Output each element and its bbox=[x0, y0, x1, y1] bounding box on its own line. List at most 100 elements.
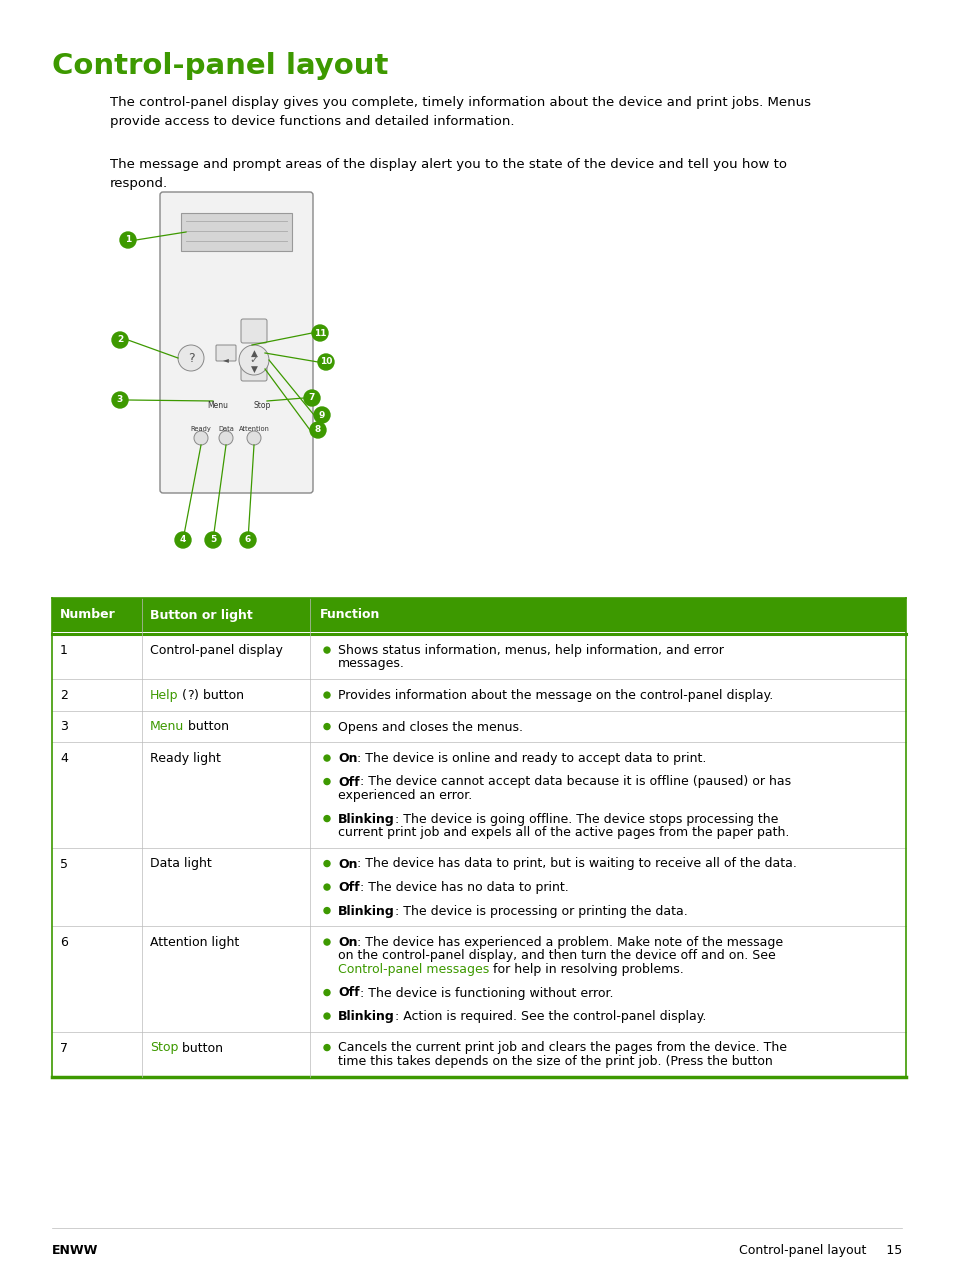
Text: 1: 1 bbox=[125, 235, 131, 245]
Text: The message and prompt areas of the display alert you to the state of the device: The message and prompt areas of the disp… bbox=[110, 157, 786, 189]
Circle shape bbox=[193, 431, 208, 444]
Ellipse shape bbox=[314, 406, 330, 423]
Text: : The device is online and ready to accept data to print.: : The device is online and ready to acce… bbox=[357, 752, 706, 765]
Text: 7: 7 bbox=[309, 394, 314, 403]
Text: Off: Off bbox=[337, 987, 359, 999]
Text: Control-panel layout: Control-panel layout bbox=[52, 52, 388, 80]
Text: Function: Function bbox=[319, 608, 380, 621]
Text: Off: Off bbox=[337, 881, 359, 894]
Text: Attention: Attention bbox=[238, 425, 269, 432]
Text: ENWW: ENWW bbox=[52, 1245, 98, 1257]
Circle shape bbox=[324, 756, 330, 761]
Text: 5: 5 bbox=[210, 536, 216, 545]
Text: (: ( bbox=[178, 690, 187, 702]
Text: : The device has no data to print.: : The device has no data to print. bbox=[359, 881, 568, 894]
Bar bbox=[52, 1031, 905, 1077]
Text: : The device is functioning without error.: : The device is functioning without erro… bbox=[359, 987, 613, 999]
Ellipse shape bbox=[112, 392, 128, 408]
Text: Provides information about the message on the control-panel display.: Provides information about the message o… bbox=[337, 690, 773, 702]
Text: On: On bbox=[337, 936, 357, 949]
Text: ▲: ▲ bbox=[251, 348, 257, 357]
Text: 3: 3 bbox=[60, 720, 68, 734]
Text: messages.: messages. bbox=[337, 658, 404, 671]
Ellipse shape bbox=[240, 532, 255, 547]
Ellipse shape bbox=[317, 354, 334, 370]
Bar bbox=[52, 679, 905, 710]
Circle shape bbox=[219, 431, 233, 444]
Text: 1: 1 bbox=[60, 644, 68, 657]
Text: Data light: Data light bbox=[150, 857, 212, 870]
Text: Data: Data bbox=[218, 425, 233, 432]
Text: 3: 3 bbox=[117, 395, 123, 405]
Text: : The device is going offline. The device stops processing the: : The device is going offline. The devic… bbox=[395, 813, 778, 826]
Text: 2: 2 bbox=[117, 335, 123, 344]
Text: : The device has data to print, but is waiting to receive all of the data.: : The device has data to print, but is w… bbox=[357, 857, 797, 870]
Text: Control-panel layout     15: Control-panel layout 15 bbox=[738, 1245, 901, 1257]
Circle shape bbox=[324, 692, 330, 699]
Circle shape bbox=[324, 724, 330, 729]
Text: ): ) bbox=[193, 690, 198, 702]
Text: On: On bbox=[337, 857, 357, 870]
Bar bbox=[52, 634, 905, 679]
Text: 6: 6 bbox=[245, 536, 251, 545]
Bar bbox=[52, 926, 905, 1031]
Ellipse shape bbox=[174, 532, 191, 547]
Text: for help in resolving problems.: for help in resolving problems. bbox=[489, 963, 683, 977]
Text: Stop: Stop bbox=[253, 401, 271, 410]
FancyBboxPatch shape bbox=[160, 192, 313, 493]
Bar bbox=[52, 710, 905, 742]
Text: button: button bbox=[198, 690, 244, 702]
Text: The control-panel display gives you complete, timely information about the devic: The control-panel display gives you comp… bbox=[110, 97, 810, 127]
Text: 4: 4 bbox=[60, 752, 68, 765]
Circle shape bbox=[324, 1044, 330, 1050]
Text: Opens and closes the menus.: Opens and closes the menus. bbox=[337, 720, 522, 734]
FancyBboxPatch shape bbox=[181, 213, 292, 251]
Ellipse shape bbox=[304, 390, 319, 406]
Text: Control-panel messages: Control-panel messages bbox=[337, 963, 489, 977]
FancyBboxPatch shape bbox=[241, 319, 267, 343]
Text: Off: Off bbox=[337, 776, 359, 789]
Circle shape bbox=[324, 908, 330, 913]
Ellipse shape bbox=[120, 232, 136, 248]
Text: Stop: Stop bbox=[150, 1041, 178, 1054]
Text: Number: Number bbox=[60, 608, 115, 621]
Text: 2: 2 bbox=[60, 690, 68, 702]
Ellipse shape bbox=[310, 422, 326, 438]
Circle shape bbox=[324, 884, 330, 890]
Circle shape bbox=[324, 779, 330, 785]
Ellipse shape bbox=[312, 325, 328, 342]
Text: Blinking: Blinking bbox=[337, 904, 395, 917]
Text: ?: ? bbox=[188, 352, 194, 364]
Text: : Action is required. See the control-panel display.: : Action is required. See the control-pa… bbox=[395, 1010, 705, 1024]
Text: 11: 11 bbox=[314, 329, 326, 338]
Text: Shows status information, menus, help information, and error: Shows status information, menus, help in… bbox=[337, 644, 723, 657]
Circle shape bbox=[247, 431, 261, 444]
Text: Cancels the current print job and clears the pages from the device. The: Cancels the current print job and clears… bbox=[337, 1041, 786, 1054]
Ellipse shape bbox=[205, 532, 221, 547]
Circle shape bbox=[324, 989, 330, 996]
Text: Button or light: Button or light bbox=[150, 608, 253, 621]
Text: Ready: Ready bbox=[191, 425, 212, 432]
Text: 8: 8 bbox=[314, 425, 321, 434]
Text: Control-panel display: Control-panel display bbox=[150, 644, 283, 657]
Text: ▼: ▼ bbox=[251, 364, 257, 373]
Text: experienced an error.: experienced an error. bbox=[337, 789, 472, 801]
Text: : The device has experienced a problem. Make note of the message: : The device has experienced a problem. … bbox=[357, 936, 782, 949]
Text: button: button bbox=[178, 1041, 223, 1054]
Text: button: button bbox=[184, 720, 229, 734]
Bar bbox=[52, 847, 905, 926]
FancyBboxPatch shape bbox=[215, 345, 235, 361]
Circle shape bbox=[239, 345, 269, 375]
Circle shape bbox=[324, 648, 330, 653]
Text: 5: 5 bbox=[60, 857, 68, 870]
Text: 9: 9 bbox=[318, 410, 325, 419]
FancyBboxPatch shape bbox=[241, 357, 267, 381]
Text: On: On bbox=[337, 752, 357, 765]
Text: current print job and expels all of the active pages from the paper path.: current print job and expels all of the … bbox=[337, 826, 788, 839]
Bar bbox=[52, 598, 905, 632]
Ellipse shape bbox=[112, 331, 128, 348]
Text: 7: 7 bbox=[60, 1041, 68, 1054]
Text: on the control-panel display, and then turn the device off and on. See: on the control-panel display, and then t… bbox=[337, 950, 775, 963]
Text: 6: 6 bbox=[60, 936, 68, 949]
Text: Blinking: Blinking bbox=[337, 813, 395, 826]
